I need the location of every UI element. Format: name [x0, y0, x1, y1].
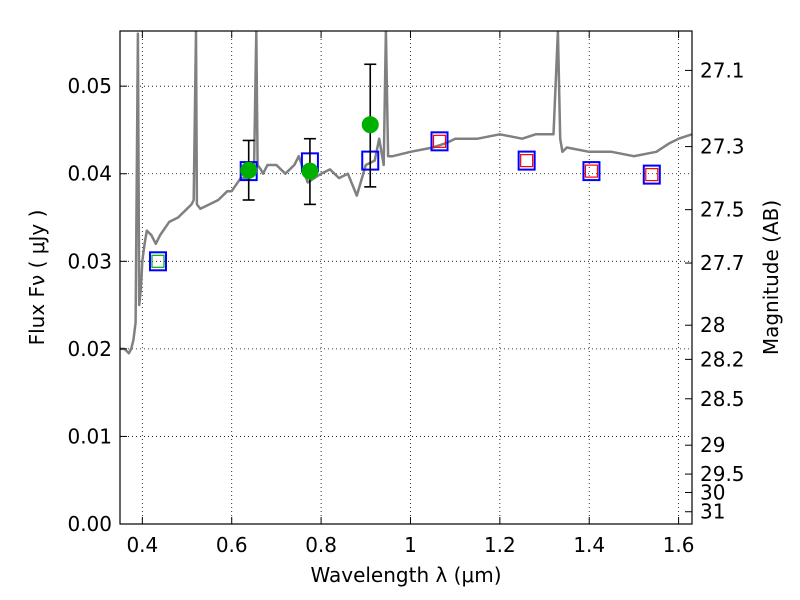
grid-lines: [120, 31, 692, 525]
band-point-marker: [520, 153, 534, 168]
right-tick-label: 28.2: [700, 347, 745, 371]
plot-frame: [119, 30, 693, 525]
x-tick-label: 0.8: [305, 533, 337, 557]
right-tick-label: 27.3: [700, 135, 745, 159]
observed-point: [301, 162, 319, 180]
right-tick-label: 27.5: [700, 198, 745, 222]
band-point-marker: [151, 254, 165, 268]
band-point-marker: [584, 164, 599, 178]
y-tick-label: 0.03: [67, 249, 112, 273]
y-tick-label: 0.02: [67, 337, 112, 361]
observed-point: [240, 161, 258, 179]
spectrum-line: [120, 31, 692, 355]
y-tick-label: 0.04: [67, 162, 112, 186]
x-tick-label: 0.4: [126, 533, 158, 557]
model-point-marker: [582, 161, 601, 182]
model-point-marker: [430, 131, 449, 152]
right-tick-label: 29: [700, 433, 725, 457]
y-tick-label: 0.05: [67, 74, 112, 98]
model-point-marker: [517, 150, 536, 171]
right-tick-label: 28.5: [700, 387, 745, 411]
right-tick-label: 27.1: [700, 58, 745, 82]
right-axis-label: Magnitude (AB): [759, 200, 783, 355]
right-tick-label: 30: [700, 480, 725, 504]
x-tick-label: 1.4: [573, 533, 605, 557]
band-point-marker: [432, 134, 447, 148]
right-tick-label: 31: [700, 500, 725, 524]
right-tick-label: 28: [700, 313, 725, 337]
model-point-marker: [642, 164, 661, 185]
x-axis-label: Wavelength λ (μm): [310, 563, 501, 587]
x-tick-label: 1: [404, 533, 417, 557]
axes: 0.4 0.6 0.8 1 1.2 1.4 1.6 0.00 0.01 0.02 0.03 0.04 0…: [67, 30, 745, 557]
y-axis-label: Flux Fν ( μJy ): [25, 210, 49, 346]
model-point-marker: [148, 251, 167, 272]
y-tick-label: 0.01: [67, 424, 112, 448]
y-tick-label: 0.00: [67, 512, 112, 536]
right-tick-label: 29.5: [700, 462, 745, 486]
x-tick-label: 1.2: [484, 533, 516, 557]
x-tick-label: 1.6: [663, 533, 695, 557]
x-tick-label: 0.6: [216, 533, 248, 557]
plot-area: [120, 31, 692, 355]
right-tick-label: 27.7: [700, 251, 745, 275]
band-point-marker: [645, 168, 659, 182]
observed-point: [361, 116, 379, 134]
